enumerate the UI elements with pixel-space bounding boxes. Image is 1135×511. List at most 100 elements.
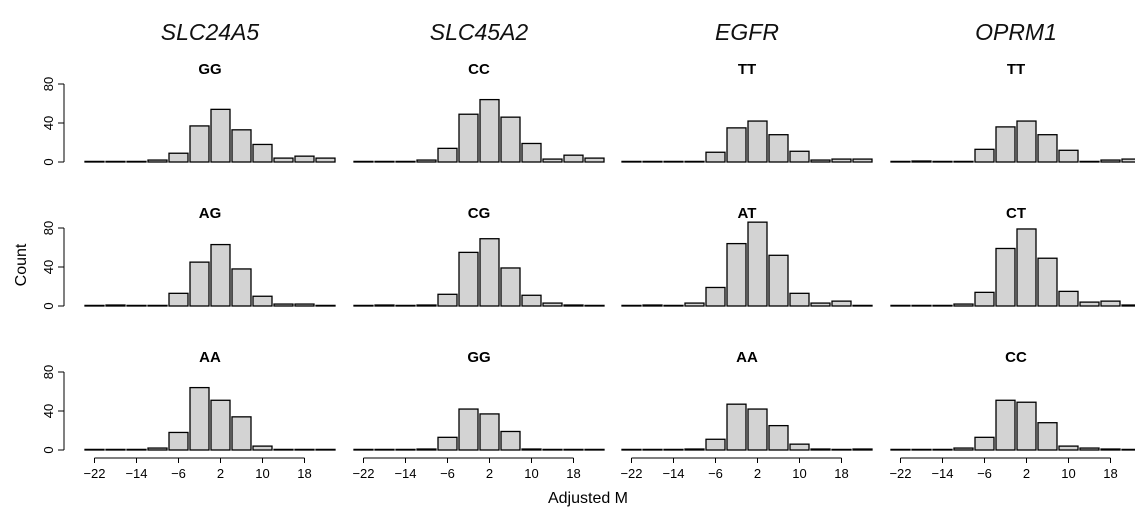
histogram-bar bbox=[663, 304, 684, 307]
column-title: EGFR bbox=[715, 19, 779, 45]
histogram-bar bbox=[1016, 401, 1037, 451]
x-tick-label: 18 bbox=[1103, 466, 1117, 481]
histogram-panel: AA −22 −14 −6 2 10 18 bbox=[83, 349, 336, 481]
histogram-bar bbox=[974, 291, 995, 307]
histogram-bar bbox=[374, 304, 395, 307]
histogram-bar bbox=[1100, 159, 1121, 163]
histogram-bar bbox=[1079, 160, 1100, 163]
column-titles: SLC24A5 SLC45A2 EGFR OPRM1 bbox=[161, 19, 1057, 45]
histogram-bar bbox=[273, 448, 294, 451]
column-title: SLC24A5 bbox=[161, 19, 260, 45]
y-axis: 0 40 80 bbox=[41, 365, 65, 454]
panel-genotype-title: AT bbox=[738, 205, 757, 222]
histogram-bar bbox=[789, 443, 810, 451]
histogram-bar bbox=[890, 448, 911, 451]
histogram-panel: CC −22 −14 −6 2 10 18 bbox=[889, 349, 1135, 481]
histogram-bar bbox=[768, 254, 789, 307]
histogram-bar bbox=[252, 143, 273, 163]
x-tick-label: 10 bbox=[255, 466, 269, 481]
histogram-panel: AG bbox=[84, 205, 336, 307]
histogram-bar bbox=[1037, 422, 1058, 451]
y-tick-label: 0 bbox=[41, 446, 56, 453]
x-tick-label: 2 bbox=[217, 466, 224, 481]
histogram-bar bbox=[252, 445, 273, 451]
panel-genotype-title: TT bbox=[738, 61, 756, 78]
histogram-bar bbox=[974, 148, 995, 163]
histogram-bar bbox=[852, 158, 873, 163]
histogram-bar bbox=[995, 126, 1016, 163]
y-tick-label: 0 bbox=[41, 158, 56, 165]
histogram-bar bbox=[500, 116, 521, 163]
histogram-bar bbox=[437, 293, 458, 307]
panel-genotype-title: AA bbox=[736, 349, 758, 366]
y-tick-label: 40 bbox=[41, 260, 56, 274]
histogram-bar bbox=[500, 267, 521, 307]
x-tick-label: 18 bbox=[297, 466, 311, 481]
histogram-bar bbox=[500, 430, 521, 451]
histogram-panel: TT bbox=[621, 61, 873, 163]
histogram-bar bbox=[1058, 149, 1079, 163]
histogram-bar bbox=[147, 159, 168, 163]
histogram-bar bbox=[479, 413, 500, 451]
histogram-bar bbox=[542, 302, 563, 307]
histogram-panel: TT bbox=[890, 61, 1135, 163]
histogram-bar bbox=[1058, 445, 1079, 451]
histogram-bar bbox=[189, 261, 210, 307]
histogram-bar bbox=[315, 304, 336, 307]
x-axis: −22 −14 −6 2 10 18 bbox=[352, 457, 581, 481]
histogram-bar bbox=[542, 158, 563, 163]
histogram-bar bbox=[911, 448, 932, 451]
histogram-bar bbox=[231, 268, 252, 307]
histogram-bar bbox=[542, 448, 563, 451]
y-tick-label: 40 bbox=[41, 404, 56, 418]
histogram-bar bbox=[458, 113, 479, 163]
histogram-bar bbox=[1121, 304, 1135, 307]
y-axis: 0 40 80 bbox=[41, 221, 65, 310]
histogram-bar bbox=[663, 448, 684, 451]
histogram-bar bbox=[1058, 290, 1079, 307]
histogram-bar bbox=[353, 448, 374, 451]
x-tick-label: −22 bbox=[352, 466, 374, 481]
panel-genotype-title: CC bbox=[468, 61, 490, 78]
histogram-bar bbox=[294, 303, 315, 307]
panel-genotype-title: AG bbox=[199, 205, 222, 222]
histogram-bar bbox=[126, 304, 147, 307]
histogram-bar bbox=[315, 157, 336, 163]
histogram-bar bbox=[1037, 134, 1058, 163]
histogram-bar bbox=[705, 151, 726, 163]
histogram-bar bbox=[831, 158, 852, 163]
y-tick-label: 80 bbox=[41, 221, 56, 235]
x-tick-label: −22 bbox=[83, 466, 105, 481]
histogram-bar bbox=[831, 300, 852, 307]
panel-genotype-title: GG bbox=[198, 61, 221, 78]
histogram-bar bbox=[479, 98, 500, 163]
histogram-bar bbox=[231, 416, 252, 451]
x-tick-label: −22 bbox=[889, 466, 911, 481]
histogram-bar bbox=[584, 304, 605, 307]
histogram-bar bbox=[416, 159, 437, 163]
histogram-bar bbox=[416, 304, 437, 307]
histogram-bar bbox=[294, 448, 315, 451]
histogram-bar bbox=[747, 221, 768, 307]
histogram-bar bbox=[84, 448, 105, 451]
histogram-bar bbox=[563, 448, 584, 451]
histogram-bar bbox=[210, 399, 231, 451]
histogram-bar bbox=[458, 408, 479, 451]
y-tick-label: 0 bbox=[41, 302, 56, 309]
y-tick-label: 80 bbox=[41, 77, 56, 91]
panel-genotype-title: CG bbox=[468, 205, 491, 222]
histogram-bar bbox=[684, 448, 705, 451]
histogram-bar bbox=[621, 160, 642, 163]
histogram-bar bbox=[747, 120, 768, 163]
histogram-bar bbox=[395, 448, 416, 451]
histogram-bar bbox=[168, 292, 189, 307]
histogram-panel: CC bbox=[353, 61, 605, 163]
histogram-bar bbox=[84, 160, 105, 163]
histogram-bar bbox=[789, 292, 810, 307]
column-title: OPRM1 bbox=[975, 19, 1057, 45]
histogram-bar bbox=[1037, 257, 1058, 307]
histogram-bar bbox=[911, 304, 932, 307]
y-tick-label: 40 bbox=[41, 116, 56, 130]
histogram-bar bbox=[374, 160, 395, 163]
histogram-bar bbox=[810, 448, 831, 451]
